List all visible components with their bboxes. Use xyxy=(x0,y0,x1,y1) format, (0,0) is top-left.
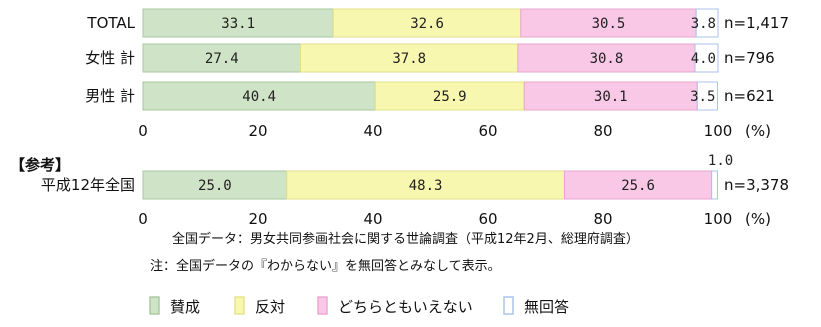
value-label: 30.8 xyxy=(590,51,624,67)
bar-segment-neutral xyxy=(523,81,698,111)
n-label: n=3,378 xyxy=(724,176,789,194)
bar-segment-oppose xyxy=(300,43,519,73)
x-tick-label: 0 xyxy=(138,122,148,140)
note-explanation: 注：全国データの『わからない』を無回答とみなして表示。 xyxy=(150,258,501,274)
legend-label: 無回答 xyxy=(524,298,569,316)
n-label: n=796 xyxy=(724,49,775,67)
bar-segment-agree xyxy=(142,170,288,200)
value-label: 1.0 xyxy=(708,153,733,169)
bar-segment-neutral xyxy=(517,43,696,73)
legend-swatch-no-answer xyxy=(503,296,514,315)
bar-segment-no-answer xyxy=(696,81,718,111)
x-tick-label: 60 xyxy=(478,122,497,140)
bar-segment-no-answer xyxy=(694,43,719,73)
legend: 賛成 反対 どちらともいえない 無回答 xyxy=(149,296,569,316)
value-label: 3.8 xyxy=(691,16,716,32)
main-chart: TOTAL 33.1 32.6 30.5 3.8 n=1,417 女性 計 27.4 37.8 3… xyxy=(85,8,789,140)
category-label: 男性 計 xyxy=(85,87,135,105)
x-tick-label: 20 xyxy=(248,122,267,140)
value-label: 48.3 xyxy=(409,178,443,194)
value-label: 25.9 xyxy=(433,89,467,105)
legend-label: どちらともいえない xyxy=(338,298,473,316)
reference-chart: 【参考】 平成12年全国 25.0 48.3 25.6 1.0 n=3,378 0 20 40 6… xyxy=(10,153,789,228)
x-tick-label: 100 xyxy=(704,122,733,140)
value-label: 27.4 xyxy=(205,51,239,67)
value-label: 37.8 xyxy=(392,51,426,67)
note-source: 全国データ：男女共同参画社会に関する世論調査（平成12年2月、総理府調査） xyxy=(172,231,639,247)
x-tick-label: 20 xyxy=(248,210,267,228)
axis-unit: (%) xyxy=(745,122,771,140)
bar-segment-no-answer xyxy=(695,8,719,38)
legend-label: 賛成 xyxy=(170,298,200,316)
legend-swatch-agree xyxy=(149,296,160,315)
x-tick-label: 0 xyxy=(138,210,148,228)
value-label: 25.6 xyxy=(621,178,655,194)
bar-segment-oppose xyxy=(374,81,525,111)
value-label: 32.6 xyxy=(410,16,444,32)
value-label: 3.5 xyxy=(690,89,715,105)
notes: 全国データ：男女共同参画社会に関する世論調査（平成12年2月、総理府調査） 注：… xyxy=(150,231,639,274)
bar-segment-neutral xyxy=(520,8,697,38)
x-tick-label: 40 xyxy=(363,210,382,228)
bar-segment-agree xyxy=(142,81,376,111)
bar-segment-oppose xyxy=(286,170,565,200)
x-tick-label: 80 xyxy=(593,122,612,140)
legend-swatch-oppose xyxy=(234,296,245,315)
value-label: 30.5 xyxy=(592,16,626,32)
value-label: 40.4 xyxy=(242,89,276,105)
n-label: n=621 xyxy=(724,87,775,105)
value-label: 30.1 xyxy=(594,89,628,105)
category-label: TOTAL xyxy=(86,14,135,32)
value-label: 25.0 xyxy=(198,178,232,194)
reference-title: 【参考】 xyxy=(10,156,70,174)
category-label: 平成12年全国 xyxy=(41,176,135,194)
legend-swatch-neutral xyxy=(317,296,328,315)
axis-unit: (%) xyxy=(745,210,771,228)
x-tick-label: 40 xyxy=(363,122,382,140)
bar-segment-oppose xyxy=(332,8,522,38)
category-label: 女性 計 xyxy=(85,49,135,67)
x-tick-label: 100 xyxy=(704,210,733,228)
value-label: 33.1 xyxy=(221,16,255,32)
bar-segment-agree xyxy=(142,43,302,73)
bar-segment-agree xyxy=(142,8,334,38)
value-label: 4.0 xyxy=(691,51,716,67)
legend-label: 反対 xyxy=(255,298,285,316)
bar-segment-no-answer xyxy=(711,170,718,200)
x-tick-label: 80 xyxy=(593,210,612,228)
n-label: n=1,417 xyxy=(724,14,789,32)
x-tick-label: 60 xyxy=(478,210,497,228)
